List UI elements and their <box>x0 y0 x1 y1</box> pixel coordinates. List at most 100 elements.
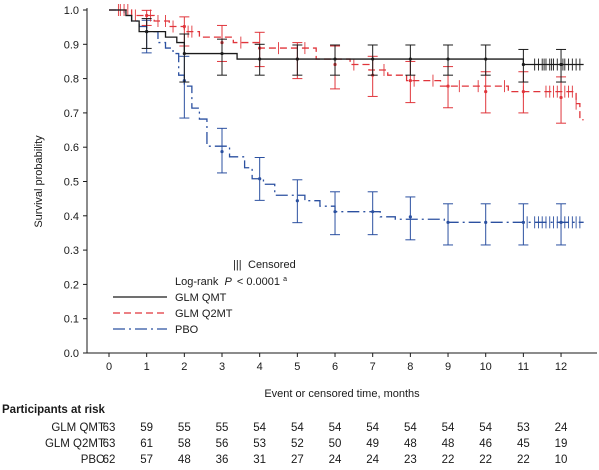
risk-cell: 54 <box>479 422 493 434</box>
x-tick-label: 6 <box>332 361 338 373</box>
risk-cell: 53 <box>253 438 267 450</box>
legend: ||| Censored Log-rank P < 0.0001 a GLM Q… <box>113 259 296 336</box>
y-tick-label: 0.1 <box>64 314 79 326</box>
estimate-point <box>220 51 224 56</box>
y-tick-label: 0.9 <box>64 39 79 51</box>
x-tick-label: 8 <box>407 361 413 373</box>
y-tick-label: 0.8 <box>64 74 79 86</box>
estimate-point <box>295 57 299 61</box>
risk-cell: 62 <box>102 454 116 466</box>
risk-row-label: GLM Q2MT <box>44 438 105 450</box>
estimate-point <box>145 13 149 18</box>
risk-cell: 50 <box>328 438 342 450</box>
risk-cell: 31 <box>253 454 267 466</box>
x-axis-title: Event or censored time, months <box>264 388 420 400</box>
risk-cell: 45 <box>516 438 530 450</box>
estimate-point <box>484 90 488 94</box>
risk-row: GLM Q2MT 63 61 58 56 53 52 50 49 48 48 46 45 19 <box>0 438 599 452</box>
risk-cell: 22 <box>441 454 455 466</box>
estimate-point <box>258 57 262 61</box>
risk-cell: 54 <box>403 422 417 434</box>
risk-cell: 23 <box>403 454 417 466</box>
risk-cell: 54 <box>441 422 455 434</box>
estimate-point <box>258 177 262 181</box>
estimate-point <box>408 57 412 61</box>
legend-censor-label: Censored <box>248 259 296 271</box>
estimate-point <box>521 62 525 67</box>
legend-label: PBO <box>175 324 199 336</box>
risk-cell: 22 <box>479 454 493 466</box>
estimate-point <box>182 51 186 56</box>
estimate-point <box>446 84 450 88</box>
x-tick-label: 5 <box>294 361 300 373</box>
y-tick-label: 1.0 <box>64 5 79 17</box>
y-axis-title: Survival probability <box>33 135 45 228</box>
legend-test-label: Log-rank <box>175 276 219 288</box>
estimate-point <box>521 220 525 224</box>
risk-cell: 63 <box>102 438 116 450</box>
survival-curve <box>109 9 584 121</box>
x-tick-label: 0 <box>106 361 112 373</box>
risk-cell: 22 <box>516 454 530 466</box>
estimate-point <box>333 57 337 61</box>
estimate-point <box>220 150 224 154</box>
survival-curve <box>109 9 584 223</box>
estimate-point <box>371 57 375 61</box>
legend-label: GLM QMT <box>175 292 227 304</box>
risk-cell: 59 <box>140 422 154 434</box>
risk-cell: 49 <box>366 438 380 450</box>
y-tick-label: 0.7 <box>64 108 79 120</box>
y-tick-label: 0.3 <box>64 245 79 257</box>
x-tick-label: 4 <box>257 361 263 373</box>
x-tick-label: 1 <box>144 361 150 373</box>
estimate-point <box>295 199 299 203</box>
estimate-point <box>182 24 186 29</box>
risk-row-label: PBO <box>80 454 105 466</box>
risk-cell: 54 <box>253 422 267 434</box>
series-pbo <box>109 9 584 246</box>
legend-label: GLM Q2MT <box>175 308 233 320</box>
y-tick-label: 0.2 <box>64 279 79 291</box>
risk-cell: 27 <box>290 454 304 466</box>
risk-cell: 54 <box>366 422 380 434</box>
x-tick-label: 7 <box>370 361 376 373</box>
risk-cell: 36 <box>215 454 229 466</box>
risk-cell: 55 <box>215 422 229 434</box>
legend-test-rest: < 0.0001 <box>237 276 280 288</box>
curves <box>109 4 584 246</box>
risk-cell: 24 <box>554 422 568 434</box>
risk-cell: 63 <box>102 422 116 434</box>
estimate-point <box>446 57 450 61</box>
risk-cell: 24 <box>328 454 342 466</box>
risk-row: GLM QMT 63 59 55 55 54 54 54 54 54 54 54 53 24 <box>0 422 599 436</box>
risk-cell: 10 <box>554 454 568 466</box>
legend-test-text: Log-rank P < 0.0001 a <box>175 276 287 288</box>
risk-cell: 46 <box>479 438 493 450</box>
estimate-point <box>145 30 149 34</box>
y-tick-label: 0.4 <box>64 211 79 223</box>
legend-censor-mark: ||| <box>233 259 242 271</box>
risk-cell: 24 <box>366 454 380 466</box>
risk-cell: 58 <box>177 438 191 450</box>
legend-entries: GLM QMT GLM Q2MT PBO <box>113 292 233 336</box>
risk-cell: 48 <box>177 454 191 466</box>
risk-row-label: GLM QMT <box>51 422 105 434</box>
estimate-point <box>333 210 337 214</box>
risk-cell: 48 <box>403 438 417 450</box>
estimate-point <box>484 220 488 224</box>
x-tick-label: 3 <box>219 361 225 373</box>
risk-cell: 57 <box>140 454 154 466</box>
risk-cell: 54 <box>290 422 304 434</box>
risk-cell: 61 <box>140 438 154 450</box>
risk-cell: 55 <box>177 422 191 434</box>
x-tick-label: 12 <box>555 361 567 373</box>
risk-cell: 56 <box>215 438 229 450</box>
risk-cell: 48 <box>441 438 455 450</box>
risk-cell: 52 <box>290 438 304 450</box>
risk-cell: 19 <box>554 438 568 450</box>
y-tick-label: 0.0 <box>64 348 79 360</box>
risk-row: PBO 62 57 48 36 31 27 24 24 23 22 22 22 10 <box>0 454 599 468</box>
estimate-point <box>408 79 412 83</box>
y-tick-label: 0.5 <box>64 177 79 189</box>
legend-test-p: P <box>224 276 232 288</box>
